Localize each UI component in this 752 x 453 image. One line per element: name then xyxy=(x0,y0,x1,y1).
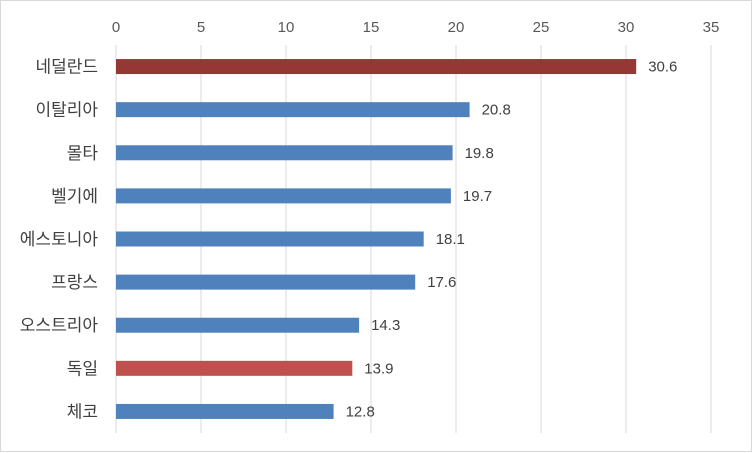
category-label: 독일 xyxy=(67,359,98,379)
data-labels: 30.6 20.8 19.8 19.7 18.1 17.6 14.3 13.9 12.8 xyxy=(346,59,678,421)
x-tick-label: 0 xyxy=(112,19,120,36)
data-label: 19.7 xyxy=(463,188,492,205)
bar xyxy=(116,145,453,161)
data-label: 12.8 xyxy=(346,403,375,420)
x-tick-label: 20 xyxy=(448,19,465,36)
bar xyxy=(116,231,424,247)
bar xyxy=(116,317,360,333)
category-label: 프랑스 xyxy=(51,273,98,293)
data-label: 19.8 xyxy=(465,145,494,162)
x-tick-label: 15 xyxy=(363,19,380,36)
x-tick-label: 5 xyxy=(197,19,205,36)
data-label: 20.8 xyxy=(482,102,511,119)
x-tick-label: 25 xyxy=(533,19,550,36)
bar xyxy=(116,403,334,419)
bar xyxy=(116,274,416,290)
x-tick-label: 10 xyxy=(278,19,295,36)
category-label: 이탈리아 xyxy=(35,101,98,121)
category-label: 에스토니아 xyxy=(20,230,99,250)
x-tick-label: 30 xyxy=(618,19,635,36)
category-label: 몰타 xyxy=(67,144,99,164)
x-tick-label: 35 xyxy=(703,19,720,36)
category-label: 네덜란드 xyxy=(35,58,98,78)
data-label: 30.6 xyxy=(648,59,677,76)
bar xyxy=(116,360,353,376)
category-label: 체코 xyxy=(67,402,98,422)
data-label: 18.1 xyxy=(436,231,465,248)
category-label: 오스트리아 xyxy=(20,316,99,336)
data-label: 17.6 xyxy=(427,274,456,291)
bar xyxy=(116,188,451,204)
bar xyxy=(116,102,470,118)
x-tick-labels: 0 5 10 15 20 25 30 35 xyxy=(112,19,720,36)
bar xyxy=(116,59,637,75)
bars xyxy=(116,59,637,419)
data-label: 14.3 xyxy=(371,317,400,334)
data-label: 13.9 xyxy=(364,360,393,377)
category-label: 벨기에 xyxy=(51,187,98,207)
